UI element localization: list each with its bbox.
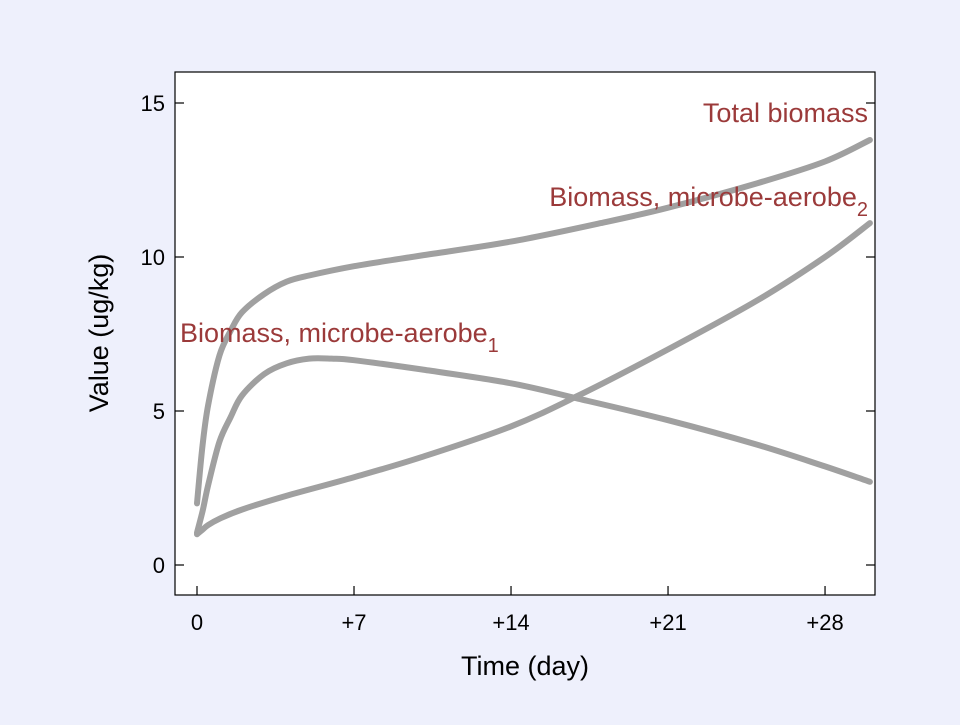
x-tick-label: +7 <box>341 610 366 635</box>
x-axis-ticks: 0 +7 +14 +21 +28 <box>191 586 844 635</box>
series-line-aerobe2 <box>194 220 873 538</box>
x-axis-title: Time (day) <box>461 651 589 681</box>
series-line-aerobe1 <box>194 355 873 536</box>
label-aerobe1-text: Biomass, microbe-aerobe <box>180 318 488 348</box>
x-tick-label: +28 <box>806 610 843 635</box>
y-axis-title: Value (ug/kg) <box>84 254 114 413</box>
x-tick-label: 0 <box>191 610 203 635</box>
label-aerobe1-subscript: 1 <box>488 335 499 357</box>
label-aerobe2-subscript: 2 <box>857 199 868 221</box>
x-tick-label: +21 <box>649 610 686 635</box>
y-tick-label: 10 <box>141 245 165 270</box>
y-tick-label: 15 <box>141 91 165 116</box>
label-aerobe2-text: Biomass, microbe-aerobe <box>549 182 857 212</box>
series-layer <box>194 137 873 538</box>
x-tick-label: +14 <box>492 610 529 635</box>
label-aerobe1: Biomass, microbe-aerobe1 <box>180 318 499 357</box>
plot-area <box>174 71 876 596</box>
label-total-biomass: Total biomass <box>703 98 868 128</box>
label-total-biomass-text: Total biomass <box>703 98 868 128</box>
series-line-total-biomass <box>194 137 873 507</box>
y-tick-label: 0 <box>153 553 165 578</box>
y-axis-ticks: 0 5 10 15 <box>141 91 875 578</box>
label-aerobe2: Biomass, microbe-aerobe2 <box>549 182 868 221</box>
y-tick-label: 5 <box>153 399 165 424</box>
